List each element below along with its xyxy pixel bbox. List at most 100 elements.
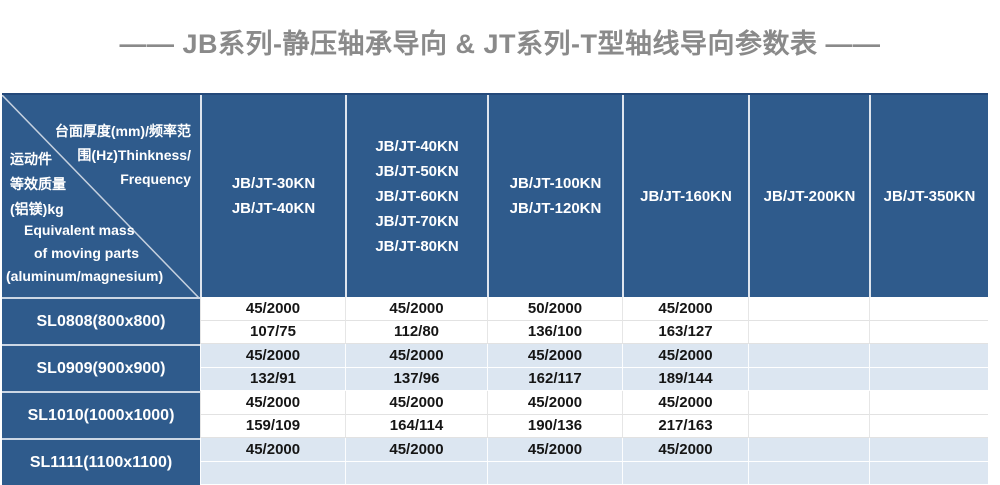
data-cell [748,462,869,485]
data-cell: 45/2000 [200,344,345,368]
column-header-line: JB/JT-80KN [375,234,458,259]
corner-bottom-text: Equivalent mass of moving parts (aluminu… [6,219,200,288]
data-cell [748,344,869,368]
table-row-sl1010: SL1010(1000x1000) 45/2000 45/2000 45/200… [2,391,988,438]
data-cell: 132/91 [200,368,345,392]
column-header-jb-jt-160kn: JB/JT-160KN [622,95,748,297]
data-cell: 45/2000 [622,438,748,462]
data-cell: 45/2000 [200,391,345,415]
data-cell: 45/2000 [622,344,748,368]
row-cells: 45/2000 45/2000 45/2000 45/2000 159/109 … [200,391,988,438]
column-header-line: JB/JT-70KN [375,209,458,234]
column-header-jb-jt-200kn: JB/JT-200KN [748,95,869,297]
corner-left-text: 运动件 等效质量 (铝镁)kg [10,147,66,222]
corner-line: 台面厚度(mm)/频率范 [55,119,191,143]
corner-line: 等效质量 [10,172,66,197]
data-cell: 163/127 [622,321,748,345]
column-header-line: JB/JT-200KN [764,184,856,209]
data-cell: 50/2000 [487,297,622,321]
data-cell: 45/2000 [622,297,748,321]
row-cells: 45/2000 45/2000 50/2000 45/2000 107/75 1… [200,297,988,344]
data-cell: 45/2000 [345,344,487,368]
column-header-line: JB/JT-160KN [640,184,732,209]
data-cell: 112/80 [345,321,487,345]
column-header-jb-jt-350kn: JB/JT-350KN [869,95,988,297]
equivalent-mass-subrow: 132/91 137/96 162/117 189/144 [200,368,988,392]
column-header-line: JB/JT-350KN [884,184,976,209]
table-row-sl1111: SL1111(1100x1100) 45/2000 45/2000 45/200… [2,438,988,485]
data-cell: 136/100 [487,321,622,345]
column-header-line: JB/JT-40KN [375,134,458,159]
data-cell [622,462,748,485]
data-cell: 45/2000 [487,391,622,415]
data-cell: 159/109 [200,415,345,439]
column-header-line: JB/JT-30KN [232,171,315,196]
data-cell [869,368,988,392]
data-cell: 45/2000 [200,438,345,462]
data-cell: 45/2000 [345,297,487,321]
data-cell: 45/2000 [487,438,622,462]
column-header-line: JB/JT-120KN [510,196,602,221]
column-header-line: JB/JT-50KN [375,159,458,184]
thickness-frequency-subrow: 45/2000 45/2000 45/2000 45/2000 [200,391,988,415]
data-cell: 190/136 [487,415,622,439]
data-cell [345,462,487,485]
data-cell: 45/2000 [487,344,622,368]
data-cell: 162/117 [487,368,622,392]
column-header-line: JB/JT-60KN [375,184,458,209]
data-cell [748,368,869,392]
column-header-jb-jt-40-80kn: JB/JT-40KN JB/JT-50KN JB/JT-60KN JB/JT-7… [345,95,487,297]
data-cell: 45/2000 [622,391,748,415]
row-cells: 45/2000 45/2000 45/2000 45/2000 132/91 1… [200,344,988,391]
corner-line: (aluminum/magnesium) [6,265,200,288]
data-cell [200,462,345,485]
thickness-frequency-subrow: 45/2000 45/2000 45/2000 45/2000 [200,438,988,462]
data-cell [748,297,869,321]
corner-line: of moving parts [34,242,200,265]
row-label: SL0808(800x800) [2,297,200,344]
data-cell: 107/75 [200,321,345,345]
row-label: SL1010(1000x1000) [2,391,200,438]
corner-header-cell: 台面厚度(mm)/频率范 围(Hz)Thinkness/ Frequency 运… [2,95,200,297]
data-cell: 45/2000 [345,391,487,415]
equivalent-mass-subrow [200,462,988,485]
data-cell: 189/144 [622,368,748,392]
data-cell: 45/2000 [345,438,487,462]
column-header-jb-jt-100-120kn: JB/JT-100KN JB/JT-120KN [487,95,622,297]
column-header-line: JB/JT-100KN [510,171,602,196]
data-cell [487,462,622,485]
data-cell: 45/2000 [200,297,345,321]
equivalent-mass-subrow: 159/109 164/114 190/136 217/163 [200,415,988,439]
corner-line: Frequency [55,167,191,191]
corner-line: Equivalent mass [24,219,200,242]
data-cell [869,415,988,439]
table-row-sl0808: SL0808(800x800) 45/2000 45/2000 50/2000 … [2,297,988,344]
equivalent-mass-subrow: 107/75 112/80 136/100 163/127 [200,321,988,345]
data-cell [869,297,988,321]
table-row-sl0909: SL0909(900x900) 45/2000 45/2000 45/2000 … [2,344,988,391]
data-cell [869,462,988,485]
data-cell [748,321,869,345]
row-label: SL1111(1100x1100) [2,438,200,485]
thickness-frequency-subrow: 45/2000 45/2000 50/2000 45/2000 [200,297,988,321]
data-cell [869,438,988,462]
corner-line: 围(Hz)Thinkness/ [55,143,191,167]
data-cell [748,415,869,439]
data-cell [748,391,869,415]
data-cell: 164/114 [345,415,487,439]
row-cells: 45/2000 45/2000 45/2000 45/2000 [200,438,988,485]
parameter-table: 台面厚度(mm)/频率范 围(Hz)Thinkness/ Frequency 运… [2,93,988,485]
page-title: —— JB系列-静压轴承导向 & JT系列-T型轴线导向参数表 —— [0,22,1000,61]
data-cell: 217/163 [622,415,748,439]
data-cell [869,321,988,345]
data-cell: 137/96 [345,368,487,392]
data-cell [869,344,988,368]
thickness-frequency-subrow: 45/2000 45/2000 45/2000 45/2000 [200,344,988,368]
column-header-jb-jt-30-40kn: JB/JT-30KN JB/JT-40KN [200,95,345,297]
data-cell [748,438,869,462]
row-label: SL0909(900x900) [2,344,200,391]
column-header-line: JB/JT-40KN [232,196,315,221]
table-header-row: 台面厚度(mm)/频率范 围(Hz)Thinkness/ Frequency 运… [2,93,988,297]
corner-line: 运动件 [10,147,66,172]
corner-top-right-text: 台面厚度(mm)/频率范 围(Hz)Thinkness/ Frequency [55,119,191,191]
